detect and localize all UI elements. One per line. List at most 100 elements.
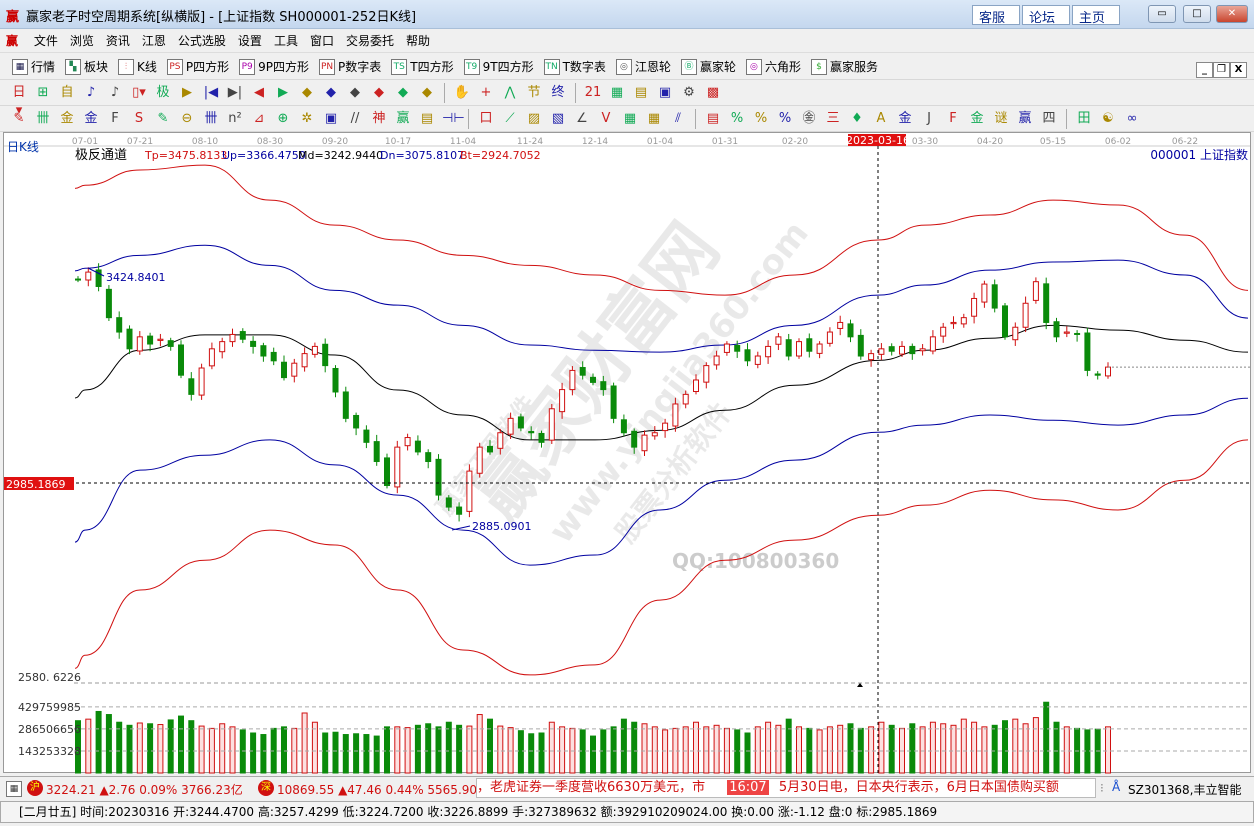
menu-item[interactable]: 交易委托 [345,34,394,48]
tool-icon[interactable]: ✎ [13,110,25,126]
close-button[interactable]: ✕ [1216,5,1248,23]
toolbar-button[interactable]: ◎ 六角形 [742,58,805,75]
menu-item[interactable]: 工具 [273,34,298,48]
tool-icon[interactable]: ⊖ [181,110,193,126]
menu-item[interactable]: 浏览 [69,34,94,48]
tool-icon[interactable]: 神 [372,110,386,126]
tool-icon[interactable]: 赢 [396,110,410,126]
tool-icon[interactable]: ▤ [420,110,434,126]
news-item[interactable]: 5月30日电，日本央行表示，6月日本国债购买额 [778,780,1059,795]
tool-icon[interactable]: 田 [1077,110,1091,126]
tool-icon[interactable]: ▦ [647,110,661,126]
tool-icon[interactable]: 金 [84,110,98,126]
toolbar-button[interactable]: Ⓑ 赢家轮 [677,58,740,75]
toolbar-button[interactable]: $ 赢家服务 [807,58,882,75]
tool-icon[interactable]: ▶| [227,84,243,100]
tool-icon[interactable]: ▨ [527,110,541,126]
toolbar-button[interactable]: PS P四方形 [163,58,233,75]
menu-item[interactable]: 窗口 [309,34,334,48]
menu-item[interactable]: 设置 [237,34,262,48]
mdi-minimize-button[interactable]: _ [1196,62,1213,78]
news-item[interactable]: ，老虎证券一季度营收6630万美元，市 [477,780,706,795]
tool-icon[interactable]: ⊣⊢ [442,110,465,126]
mdi-restore-button[interactable]: ❐ [1213,62,1230,78]
tool-icon[interactable]: ∞ [1126,110,1138,126]
tool-icon[interactable]: ▣ [324,110,338,126]
menu-item[interactable]: 江恩 [141,34,166,48]
tool-icon[interactable]: 金 [60,110,74,126]
mdi-close-button[interactable]: X [1230,62,1247,78]
tool-icon[interactable]: 21 [584,84,602,100]
tool-icon[interactable]: J [927,110,931,126]
tool-icon[interactable]: ♪ [86,84,96,100]
tool-icon[interactable]: ▧ [551,110,565,126]
menu-item[interactable]: 文件 [33,34,58,48]
shanghai-index-quote[interactable]: 3224.21 ▲2.76 0.09% 3766.23亿 [46,783,243,797]
tool-icon[interactable]: 四 [1042,110,1056,126]
homepage-link[interactable]: 主页 [1072,5,1120,26]
tool-icon[interactable]: ▤ [634,84,648,100]
tool-icon[interactable]: ✎ [157,110,169,126]
tool-icon[interactable]: ⟋ [505,110,515,126]
tool-icon[interactable]: ▶ [278,84,288,100]
toolbar-button[interactable]: T9 9T四方形 [460,58,538,75]
stock-alert[interactable]: SZ301368,丰立智能 [1128,783,1242,797]
news-ticker[interactable]: ，老虎证券一季度营收6630万美元，市 16:07 5月30日电，日本央行表示，… [476,778,1096,798]
tool-icon[interactable]: 三 [826,110,840,126]
tool-icon[interactable]: ◀ [254,84,264,100]
tool-icon[interactable]: F [949,110,957,126]
toolbar-button[interactable]: ◎ 江恩轮 [612,58,675,75]
tool-icon[interactable]: V [601,110,611,126]
shenzhen-index-quote[interactable]: 10869.55 ▲47.46 0.44% 5565.90亿 [277,783,490,797]
tool-icon[interactable]: ◆ [374,84,384,100]
tool-icon[interactable]: ◆ [326,84,336,100]
tool-icon[interactable]: 节 [527,84,541,100]
tool-icon[interactable]: ▤ [706,110,720,126]
tool-icon[interactable]: % [730,110,744,126]
tool-icon[interactable]: 口 [479,110,493,126]
tool-icon[interactable]: 日▾ [12,84,26,118]
menu-item[interactable]: 帮助 [405,34,430,48]
tool-icon[interactable]: ◆ [422,84,432,100]
tool-icon[interactable]: 谜 [994,110,1008,126]
tool-icon[interactable]: ▩ [706,84,720,100]
tool-icon[interactable]: F [111,110,119,126]
tool-icon[interactable]: ⊞ [37,84,49,100]
tool-icon[interactable]: ▯▾ [132,84,146,100]
menu-item[interactable]: 资讯 [105,34,130,48]
toolbar-button[interactable]: TS T四方形 [387,58,457,75]
toolbar-button[interactable]: TN T数字表 [540,58,610,75]
menu-item[interactable]: 公式选股 [177,34,226,48]
customer-service-link[interactable]: 客服 [972,5,1020,26]
tool-icon[interactable]: ⋀ [504,84,516,100]
toolbar-button[interactable]: PN P数字表 [315,58,385,75]
tool-icon[interactable]: // [350,110,360,126]
maximize-button[interactable]: □ [1183,5,1211,23]
tool-icon[interactable]: 卌 [204,110,218,126]
tool-icon[interactable]: ㊎ [802,110,816,126]
quote-grid-icon[interactable]: ▦ [6,781,22,797]
tool-icon[interactable]: ⫽ [675,110,681,126]
tool-icon[interactable]: + [480,84,492,100]
tool-icon[interactable]: 自 [60,84,74,100]
ticker-scroll-icon[interactable]: ⁝ [1100,781,1104,795]
tool-icon[interactable]: ∠ [576,110,588,126]
tool-icon[interactable]: 赢 [1018,110,1032,126]
tool-icon[interactable]: ◆ [350,84,360,100]
tool-icon[interactable]: ✋ [453,84,471,100]
tool-icon[interactable]: 卌 [36,110,50,126]
tool-icon[interactable]: ✲ [301,110,313,126]
toolbar-button[interactable]: P9 9P四方形 [235,58,313,75]
tool-icon[interactable]: ⚙ [683,84,695,100]
tool-icon[interactable]: ♦ [851,110,863,126]
forum-link[interactable]: 论坛 [1022,5,1070,26]
tool-icon[interactable]: A [876,110,886,126]
minimize-button[interactable]: ▭ [1148,5,1176,23]
tool-icon[interactable]: 金 [970,110,984,126]
tool-icon[interactable]: ☯ [1102,110,1114,126]
tool-icon[interactable]: |◀ [203,84,219,100]
toolbar-button[interactable]: ⫶ K线 [114,58,161,75]
tool-icon[interactable]: ▦ [623,110,637,126]
tool-icon[interactable]: ◆ [398,84,408,100]
tool-icon[interactable]: ♪ [110,84,120,100]
